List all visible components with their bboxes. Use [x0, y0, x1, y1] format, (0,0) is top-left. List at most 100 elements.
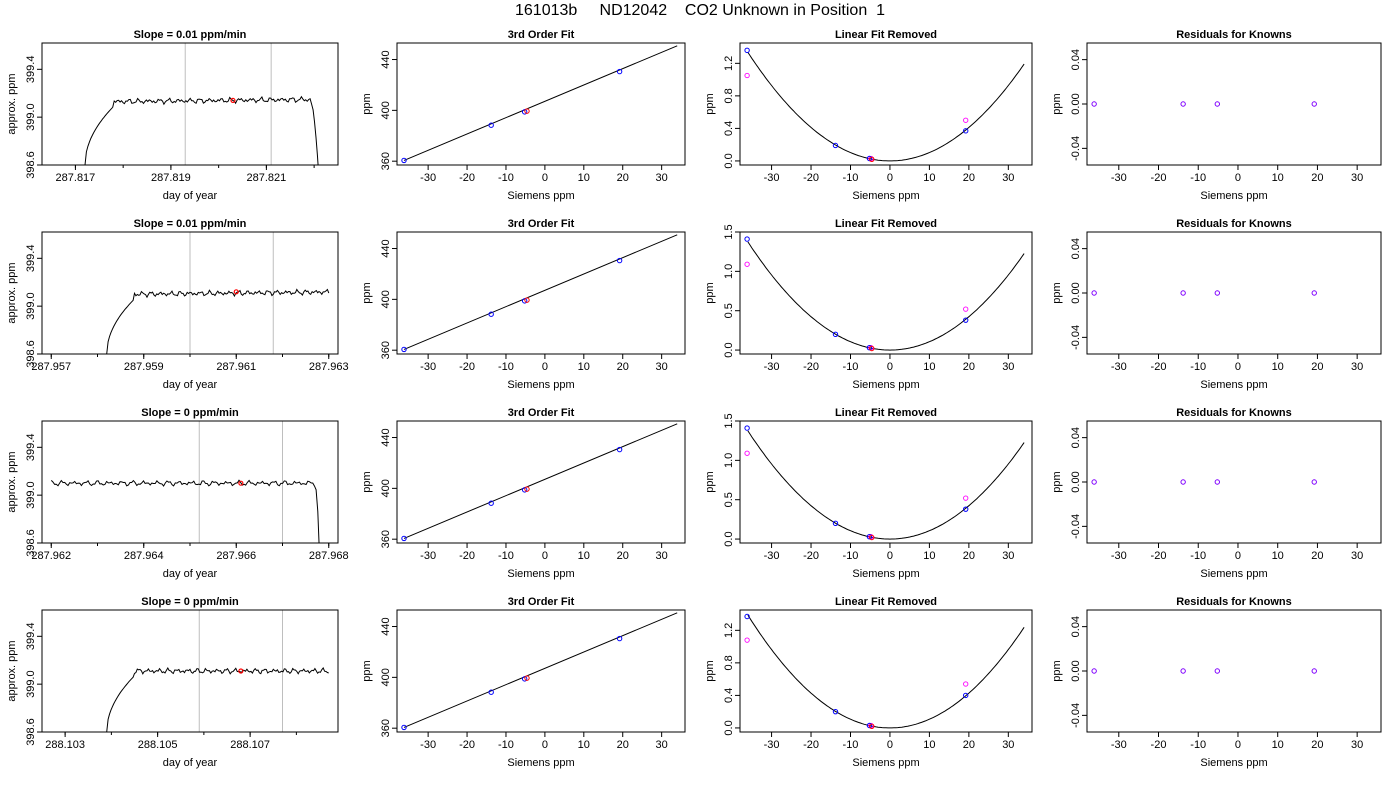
unknown-point [869, 534, 875, 541]
y-tick-label: 360 [380, 152, 392, 170]
x-tick-label: 30 [1002, 172, 1014, 184]
x-tick-label: -20 [459, 361, 475, 373]
plot-area [50, 421, 320, 543]
chart-title: Slope = 0 ppm/min [141, 596, 239, 608]
plot-frame [1086, 231, 1382, 355]
x-tick-label: -30 [764, 550, 780, 562]
x-tick-label: 20 [963, 739, 975, 751]
chart-panel-1-2: 3rd Order Fit Siemens ppm ppm -30 -20 -10 0 10 2… [361, 29, 686, 202]
plot-frame [739, 420, 1033, 544]
x-tick-label: -30 [420, 550, 436, 562]
data-point [1091, 101, 1097, 107]
raw-point [868, 722, 874, 729]
plot-area [1091, 101, 1317, 107]
chart-panel-1-3: Linear Fit Removed Siemens ppm ppm -30 -20 -1… [704, 29, 1033, 202]
y-tick-label: 0.0 [723, 531, 735, 546]
x-tick-label: -10 [843, 361, 859, 373]
data-point [832, 520, 839, 527]
y-tick-label: -0.04 [1070, 514, 1082, 539]
x-tick-label: 10 [923, 739, 935, 751]
data-point [401, 157, 407, 164]
raw-point [963, 117, 969, 123]
average-point [238, 668, 244, 674]
x-tick-label: 287.961 [216, 361, 256, 373]
y-tick-label: 398.6 [25, 340, 37, 368]
chart-title: Residuals for Knowns [1176, 29, 1292, 41]
data-point [1091, 479, 1097, 485]
x-axis-label: Siemens ppm [507, 568, 574, 580]
data-point [963, 692, 969, 699]
x-tick-label: 10 [1272, 361, 1284, 373]
fit-curve [747, 430, 1025, 540]
y-tick-label: 0.0 [723, 720, 735, 735]
x-tick-label: 287.819 [151, 172, 191, 184]
plot-frame [41, 420, 339, 544]
x-tick-label: 0 [1235, 172, 1241, 184]
y-tick-label: 400 [380, 101, 392, 119]
chart-panel-4-4: Residuals for Knowns Siemens ppm ppm -30 -20… [1051, 596, 1382, 769]
chart-title: 3rd Order Fit [508, 596, 575, 608]
plot-area [401, 234, 678, 353]
x-tick-label: 20 [1311, 739, 1323, 751]
data-point [401, 535, 407, 542]
data-point [488, 500, 494, 506]
x-axis-label: Siemens ppm [507, 379, 574, 391]
chart-panel-4-2: 3rd Order Fit Siemens ppm ppm -30 -20 -10 0 10 2… [361, 596, 686, 769]
average-point [230, 97, 236, 104]
x-tick-label: 287.962 [31, 550, 71, 562]
x-tick-label: 0 [542, 361, 548, 373]
x-tick-label: 10 [1272, 172, 1284, 184]
chart-panel-2-1: Slope = 0.01 ppm/min day of year approx. p… [6, 218, 349, 391]
chart-panel-3-2: 3rd Order Fit Siemens ppm ppm -30 -20 -10 0 10 2… [361, 407, 686, 580]
y-tick-label: 0.5 [723, 303, 735, 318]
unknown-point [524, 297, 530, 303]
x-tick-label: 287.821 [247, 172, 287, 184]
data-point [963, 317, 969, 323]
x-tick-label: 20 [617, 172, 629, 184]
x-tick-label: 0 [887, 739, 893, 751]
concentration-trace [106, 288, 330, 354]
y-tick-label: 1.2 [723, 623, 735, 638]
y-tick-label: 0.00 [1070, 93, 1082, 114]
x-tick-label: 20 [617, 361, 629, 373]
y-tick-label: 0.4 [723, 688, 735, 703]
y-axis-label: approx. ppm [6, 451, 18, 512]
chart-title: Linear Fit Removed [835, 596, 937, 608]
y-tick-label: 0.00 [1070, 660, 1082, 681]
raw-point [744, 72, 750, 79]
y-tick-label: 0.04 [1070, 238, 1082, 259]
fit-curve [747, 614, 1025, 729]
x-tick-label: -20 [1151, 172, 1167, 184]
plot-area [744, 613, 1025, 730]
plot-frame [41, 609, 339, 733]
y-axis-label: ppm [704, 660, 716, 681]
data-point [832, 331, 839, 338]
x-tick-label: -20 [1151, 361, 1167, 373]
data-point [401, 346, 407, 353]
data-point [521, 676, 528, 682]
y-tick-label: 1.2 [723, 56, 735, 71]
x-tick-label: -30 [1111, 361, 1127, 373]
x-tick-label: 30 [1002, 550, 1014, 562]
data-point [1214, 479, 1221, 485]
plot-frame [739, 231, 1033, 355]
y-tick-label: 400 [380, 668, 392, 686]
chart-title: Residuals for Knowns [1176, 407, 1292, 419]
x-tick-label: 287.964 [124, 550, 164, 562]
data-point [963, 506, 969, 512]
x-tick-label: -30 [764, 361, 780, 373]
data-point [866, 345, 873, 351]
y-tick-label: 0.8 [723, 655, 735, 670]
x-axis-label: day of year [163, 568, 218, 580]
data-point [488, 122, 494, 128]
x-tick-label: 20 [1311, 361, 1323, 373]
x-tick-label: 30 [656, 172, 668, 184]
x-axis-label: day of year [163, 190, 218, 202]
unknown-point [524, 108, 530, 114]
plot-area [106, 610, 329, 732]
y-tick-label: -0.04 [1070, 703, 1082, 728]
fit-curve [747, 52, 1025, 162]
fit-line [403, 423, 678, 539]
data-point [521, 109, 528, 115]
y-tick-label: 398.6 [25, 151, 37, 179]
